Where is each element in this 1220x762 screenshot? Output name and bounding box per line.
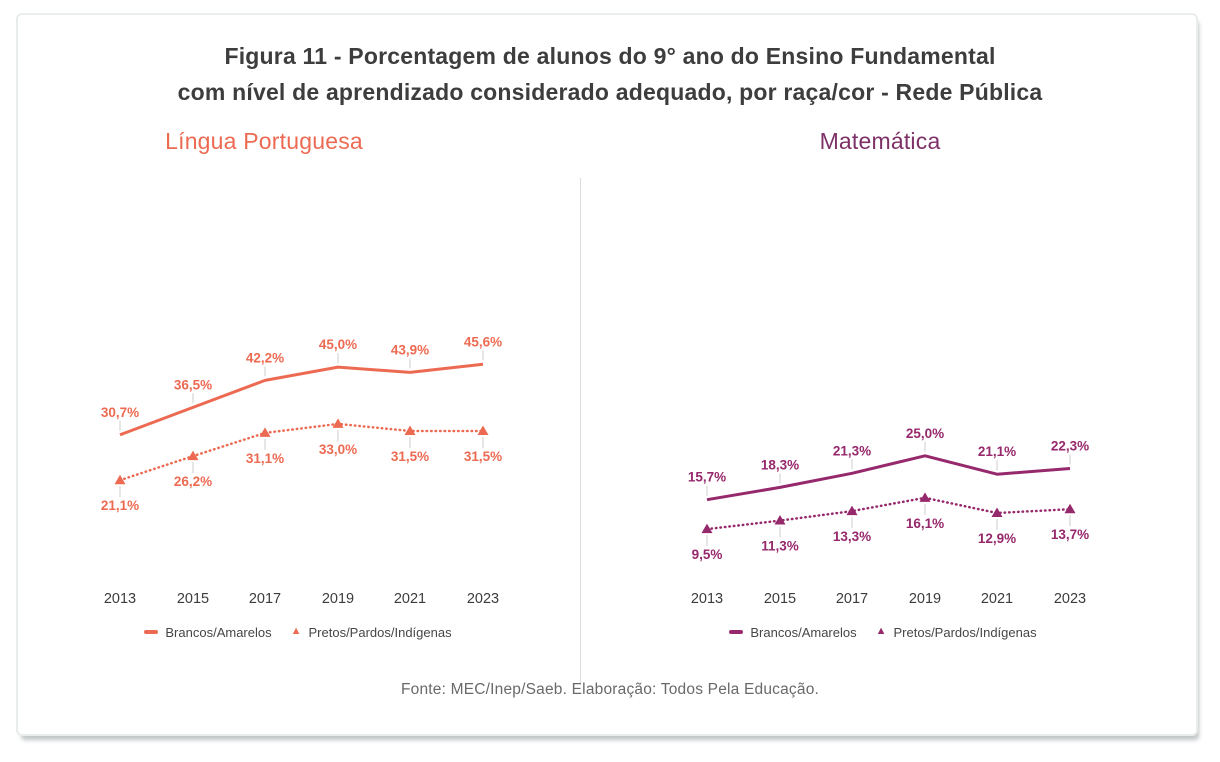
x-axis-label: 2023 bbox=[467, 591, 499, 607]
legend-label-brancos-amarelos: Brancos/Amarelos bbox=[165, 624, 272, 640]
x-axis-label: 2015 bbox=[764, 591, 796, 607]
panel-divider bbox=[580, 178, 581, 683]
data-label: 11,3% bbox=[761, 539, 799, 554]
triangle-marker bbox=[774, 515, 786, 525]
legend-lingua-portuguesa: Brancos/Amarelos ▲ Pretos/Pardos/Indígen… bbox=[16, 621, 580, 643]
triangle-marker bbox=[846, 505, 858, 516]
triangle-marker bbox=[477, 425, 489, 436]
data-label: 12,9% bbox=[978, 531, 1016, 546]
chart-title-lingua-portuguesa: Língua Portuguesa bbox=[165, 128, 363, 154]
series-line-dotted bbox=[705, 496, 1072, 531]
triangle-marker bbox=[114, 474, 126, 485]
triangle-marker bbox=[701, 523, 713, 534]
legend-triangle-marker: ▲ bbox=[875, 624, 887, 637]
data-label: 13,3% bbox=[833, 529, 871, 544]
legend-label-pretos-pardos-indigenas: Pretos/Pardos/Indígenas bbox=[308, 624, 452, 640]
data-label: 21,3% bbox=[833, 443, 871, 458]
triangle-marker bbox=[991, 507, 1003, 517]
data-label: 16,1% bbox=[906, 516, 944, 531]
data-label: 30,7% bbox=[101, 405, 139, 420]
data-label: 42,2% bbox=[246, 350, 284, 365]
x-axis-label: 2019 bbox=[322, 591, 354, 607]
data-label: 31,5% bbox=[464, 449, 502, 464]
x-axis-label: 2017 bbox=[836, 591, 868, 607]
legend-triangle-marker: ▲ bbox=[290, 624, 302, 637]
chart-title-matematica: Matemática bbox=[819, 128, 941, 154]
data-label: 45,0% bbox=[319, 337, 357, 352]
legend-label-brancos-amarelos: Brancos/Amarelos bbox=[750, 624, 857, 640]
chart-plot-0: 30,7% 36,5% 42,2% 45,0% 43,9% 45,6% 21,1% 26,2%… bbox=[101, 334, 502, 607]
figure-title-line1: Figura 11 - Porcentagem de alunos do 9° … bbox=[224, 43, 996, 69]
triangle-marker bbox=[187, 450, 199, 461]
triangle-marker bbox=[259, 427, 271, 437]
chart-plot-1: 15,7% 18,3% 21,3% 25,0% 21,1% 22,3% 9,5% 11,3% 1… bbox=[688, 426, 1089, 607]
x-axis-label: 2017 bbox=[249, 591, 281, 607]
x-axis-label: 2013 bbox=[691, 591, 723, 607]
data-label: 36,5% bbox=[174, 377, 212, 392]
x-axis-label: 2019 bbox=[909, 591, 941, 607]
data-label: 45,6% bbox=[464, 334, 502, 349]
data-label: 9,5% bbox=[692, 547, 723, 562]
series-line-solid bbox=[706, 454, 1071, 502]
data-label: 25,0% bbox=[906, 426, 944, 441]
data-label: 21,1% bbox=[978, 444, 1016, 459]
x-axis-label: 2013 bbox=[104, 591, 136, 607]
x-axis-label: 2023 bbox=[1054, 591, 1086, 607]
data-label: 33,0% bbox=[319, 442, 357, 457]
figure-card bbox=[16, 13, 1198, 736]
data-label: 31,5% bbox=[391, 449, 429, 464]
data-label: 43,9% bbox=[391, 342, 429, 357]
triangle-marker bbox=[332, 418, 344, 428]
x-axis-label: 2021 bbox=[981, 591, 1013, 607]
triangle-marker bbox=[919, 492, 931, 502]
data-label: 18,3% bbox=[761, 457, 799, 472]
series-line-dotted bbox=[118, 422, 485, 482]
x-axis-label: 2021 bbox=[394, 591, 426, 607]
data-label: 15,7% bbox=[688, 470, 726, 485]
legend-matematica: Brancos/Amarelos ▲ Pretos/Pardos/Indígen… bbox=[580, 621, 1186, 643]
data-label: 22,3% bbox=[1051, 439, 1089, 454]
series-line-solid bbox=[119, 362, 484, 437]
data-label: 21,1% bbox=[101, 498, 139, 513]
source-note: Fonte: MEC/Inep/Saeb. Elaboração: Todos … bbox=[400, 681, 820, 698]
legend-line-marker bbox=[729, 630, 744, 634]
data-label: 31,1% bbox=[246, 451, 284, 466]
data-label: 26,2% bbox=[174, 474, 212, 489]
data-label: 13,7% bbox=[1051, 527, 1089, 542]
figure-title-line2: com nível de aprendizado considerado ade… bbox=[177, 79, 1043, 105]
legend-line-marker bbox=[144, 630, 159, 634]
triangle-marker bbox=[1064, 503, 1076, 514]
figure-title: Figura 11 - Porcentagem de alunos do 9° … bbox=[0, 38, 1220, 110]
legend-label-pretos-pardos-indigenas: Pretos/Pardos/Indígenas bbox=[893, 624, 1037, 640]
triangle-marker bbox=[404, 425, 416, 436]
x-axis-label: 2015 bbox=[177, 591, 209, 607]
